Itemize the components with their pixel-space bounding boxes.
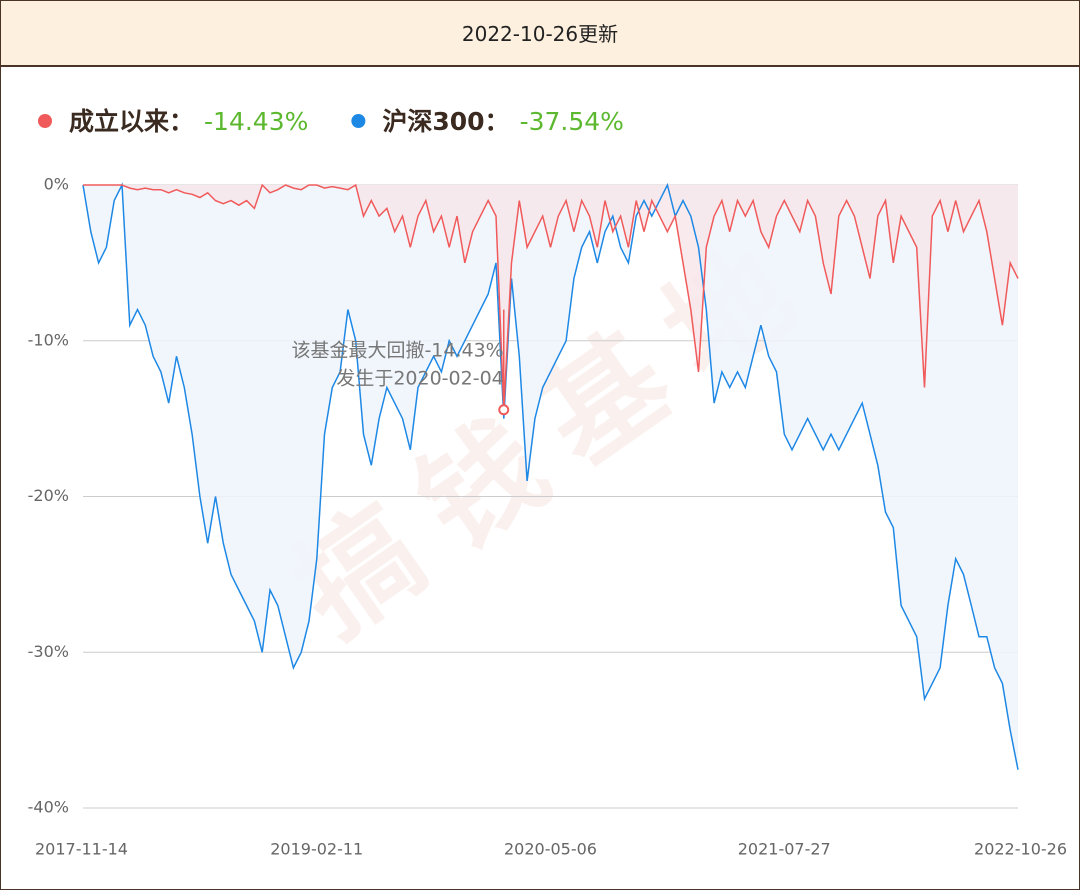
x-tick-label: 2019-02-11 [270,840,363,859]
x-tick-label: 2020-05-06 [504,840,597,859]
legend-label: 沪深300： [382,107,509,136]
y-tick-label: -20% [28,486,69,505]
legend-value: -14.43% [204,107,308,136]
y-tick-label: -10% [28,330,69,349]
line [83,183,1019,410]
max-drawdown-point [498,404,510,416]
x-tick-label: 2021-07-27 [738,840,831,859]
y-tick-label: -30% [28,642,69,661]
y-tick-label: 0% [44,175,69,194]
x-tick-label: 2017-11-14 [35,840,128,859]
x-tick-label: 2022-10-26 [974,840,1067,859]
line [82,182,1019,770]
legend-marker [351,114,366,128]
annotation-text: 该基金最大回撤-14.43% [291,340,503,362]
area [83,185,1018,770]
annotation-text: 发生于2020-02-04 [336,368,503,390]
legend-marker [38,114,52,128]
legend-label: 成立以来： [69,107,194,136]
y-tick-label: -40% [28,798,69,817]
legend-value: -37.54% [520,107,624,136]
header: 2022-10-26更新 [1,1,1079,67]
